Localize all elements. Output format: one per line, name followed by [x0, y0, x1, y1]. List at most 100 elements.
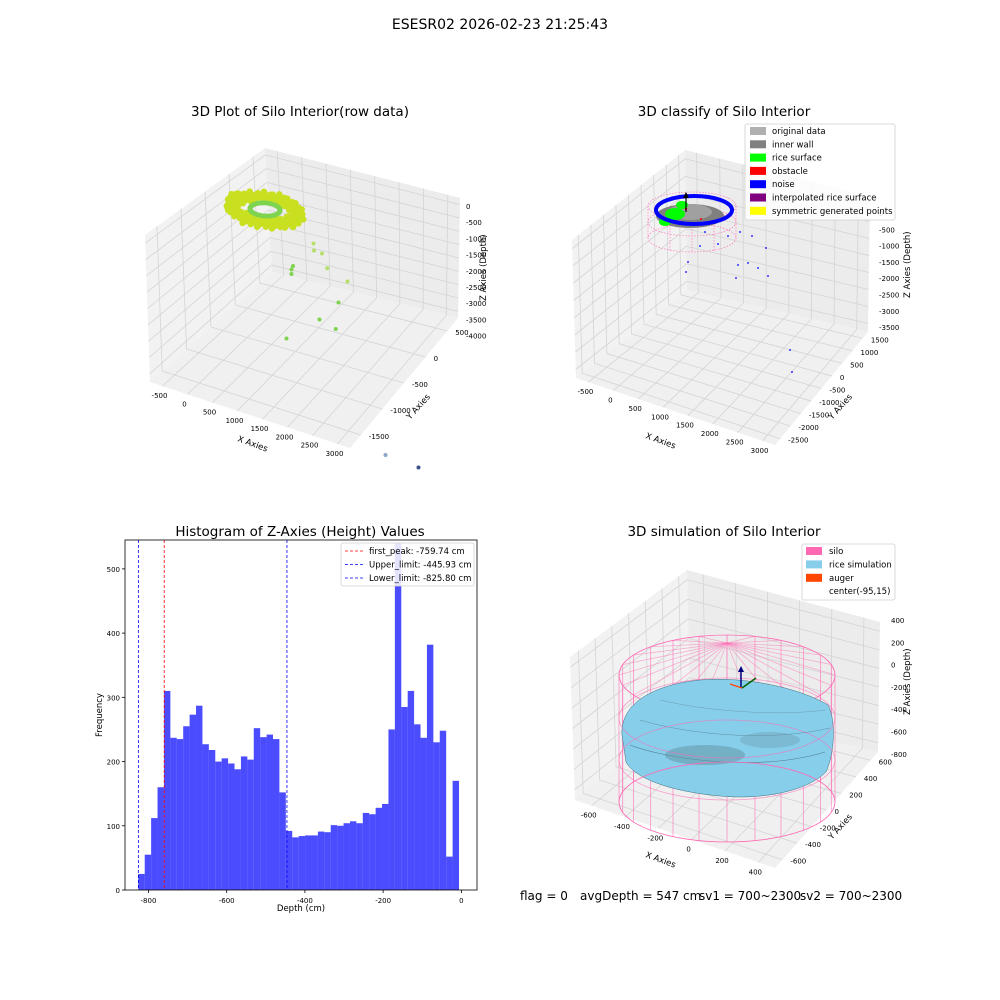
x-tick-label: 400: [749, 868, 762, 876]
histogram-bar: [260, 737, 267, 890]
gridline: [574, 245, 869, 336]
histogram-bar: [221, 758, 229, 890]
z-tick-label: -500: [879, 226, 895, 234]
histogram-bars: [138, 543, 460, 890]
point: [289, 272, 294, 276]
x-tick-label: 0: [686, 846, 690, 854]
z-tick-label: 400: [891, 617, 904, 625]
y-tick-label: -400: [805, 841, 821, 849]
auger-marker: [729, 666, 757, 689]
noise-point: [737, 264, 739, 266]
simulation-plot-x-label: X Axies: [644, 850, 677, 870]
z-tick-label: 0: [891, 662, 895, 670]
silo-roof-wire: [726, 642, 821, 656]
histogram-bar: [151, 818, 158, 890]
histogram-bar: [324, 832, 331, 890]
z-tick-label: 200: [891, 639, 904, 647]
y-tick-label: -600: [790, 858, 806, 866]
silo-roof-wire: [726, 639, 782, 644]
y-tick-label: 0: [116, 887, 120, 895]
y-tick-label: 0: [434, 355, 438, 363]
classify-silo-wireframe: [647, 191, 737, 253]
histogram-bar: [215, 761, 222, 890]
figure-suptitle: ESESR02 2026-02-23 21:25:43: [391, 17, 609, 33]
histogram-bar: [298, 836, 306, 890]
histogram-bar: [369, 814, 376, 890]
legend-swatch: [806, 573, 822, 582]
x-tick-label: 1000: [651, 413, 669, 421]
gridline: [590, 224, 791, 427]
histogram-bar: [240, 756, 248, 890]
histogram-y-label: Frequency: [95, 693, 105, 737]
histogram-bar: [189, 714, 197, 890]
classify-plot-title: 3D classify of Silo Interior: [638, 104, 811, 120]
histogram-bar: [452, 780, 460, 890]
x-tick-label: 3000: [751, 447, 769, 455]
histogram-bar: [196, 705, 203, 890]
legend-label: original data: [772, 127, 826, 137]
simulation-3d-plot: 3D simulation of Silo Interior: [570, 524, 913, 876]
legend-swatch: [750, 193, 766, 202]
histogram-bar: [375, 807, 383, 890]
x-tick-label: -400: [297, 897, 313, 905]
legend-swatch: [750, 180, 766, 189]
classify-plot-z-ticks: 0-500-1000-1500-2000-2500-3000-3500: [879, 210, 899, 332]
z-tick-label: -2000: [879, 275, 899, 283]
x-tick-label: 2000: [276, 433, 294, 441]
gridline: [187, 157, 308, 395]
z-tick-label: -500: [466, 219, 482, 227]
legend-label: Upper_limit: -445.93 cm: [369, 561, 472, 571]
legend-swatch: [750, 166, 766, 175]
legend-label: auger: [829, 574, 854, 584]
point: [325, 266, 330, 271]
noise-point: [791, 371, 793, 373]
legend-swatch: [750, 127, 766, 135]
histogram-bar: [439, 730, 447, 890]
point: [345, 279, 350, 284]
gridline: [204, 191, 405, 384]
histogram-bar: [330, 825, 338, 890]
legend-swatch: [806, 547, 822, 555]
histogram-x-ticks: -800 -600 -400 -200 0: [141, 890, 464, 905]
simulation-plot-z-label: Z Axies (Depth): [903, 648, 913, 715]
gridline: [575, 280, 869, 370]
histogram-bar: [362, 812, 370, 890]
histogram-bar: [272, 739, 280, 890]
gridline: [594, 638, 798, 844]
raw-plot-z-ticks: 0 -500 -1000 -1500 -2000 -2500 -3000 -3500 -4000: [466, 203, 486, 341]
z-tick-label: -3500: [466, 316, 486, 324]
x-tick-label: 1500: [251, 425, 269, 433]
legend-label: silo: [829, 547, 843, 557]
histogram-bar: [292, 837, 299, 890]
classify-3d-plot: 3D classify of Silo Interior: [572, 104, 913, 455]
x-tick-label: 2500: [726, 438, 744, 446]
raw-plot-x-ticks: -500 0 500 1000 1500 2000 2500 3000: [152, 392, 344, 458]
x-tick-label: 0: [182, 400, 186, 408]
legend-swatch: [806, 560, 822, 569]
point: [276, 191, 283, 198]
x-tick-label: 200: [715, 857, 728, 865]
histogram-bar: [311, 835, 318, 890]
gridline: [145, 168, 460, 260]
gridline: [687, 175, 790, 416]
histogram-bar: [407, 690, 415, 890]
silo-roof-wire: [633, 642, 728, 656]
point: [250, 192, 257, 199]
classify-plot-y-ticks: -2500 -2000 -1500 -1000 -500 0 500 1000 1500: [788, 336, 888, 444]
gridline: [312, 188, 424, 436]
y-tick-label: 500: [107, 566, 120, 574]
histogram-bar: [208, 750, 216, 890]
status-sv2: sv2 = 700~2300: [800, 889, 903, 903]
gridline: [712, 181, 813, 425]
gridline: [574, 228, 869, 318]
gridline: [588, 152, 699, 383]
x-tick-label: -800: [141, 897, 157, 905]
noise-point: [699, 245, 701, 247]
gridline: [147, 209, 460, 309]
gridline: [145, 154, 460, 244]
z-tick-label: -2500: [466, 284, 486, 292]
z-tick-label: 0: [466, 203, 470, 211]
gridline: [602, 214, 801, 414]
histogram-bar: [144, 854, 152, 890]
simulation-legend: silo rice simulation auger center(-95,15): [801, 543, 896, 601]
